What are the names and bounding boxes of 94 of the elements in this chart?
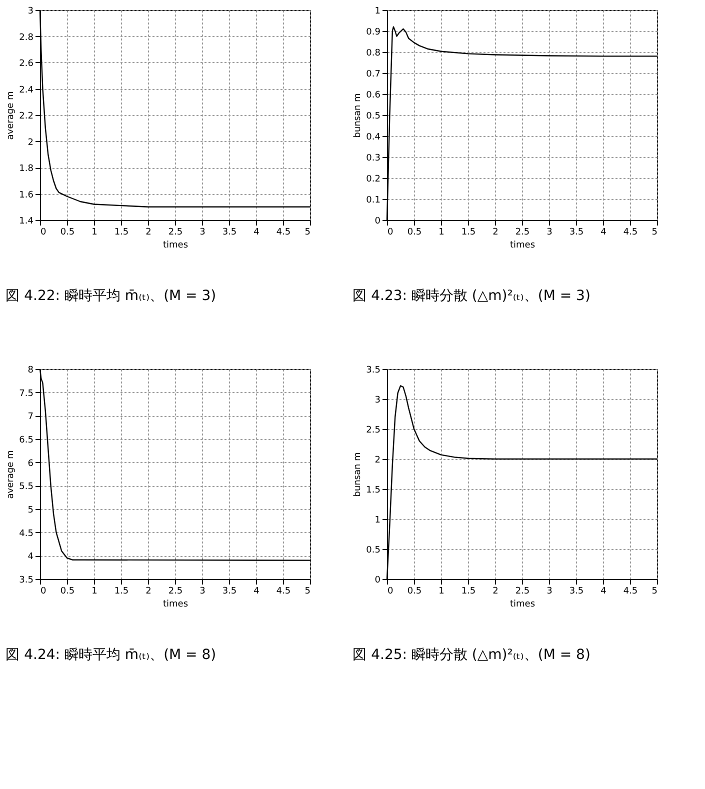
y-tick-label: 1.5 bbox=[366, 486, 380, 496]
x-tick-label: 2.5 bbox=[515, 228, 530, 238]
y-tick-label: 6 bbox=[28, 458, 34, 469]
x-tick-label: 2.5 bbox=[168, 228, 183, 238]
x-tick-label: 1.5 bbox=[114, 228, 129, 238]
x-tick-label: 4.5 bbox=[623, 228, 638, 238]
y-axis-title: bunsan m bbox=[353, 452, 364, 497]
y-tick-label: 4.5 bbox=[19, 528, 34, 539]
x-tick-label: 4.5 bbox=[623, 586, 638, 596]
y-tick-label: 2.6 bbox=[19, 59, 34, 69]
x-tick-label: 4 bbox=[254, 586, 260, 596]
x-tick-label: 3 bbox=[200, 586, 206, 596]
y-tick-label: 0.9 bbox=[366, 28, 381, 38]
x-tick-label: 1 bbox=[438, 586, 444, 596]
y-tick-label: 0.4 bbox=[366, 132, 381, 142]
x-tick-label: 1.5 bbox=[461, 228, 476, 238]
y-tick-label: 0 bbox=[374, 576, 381, 586]
x-tick-label: 0 bbox=[388, 586, 394, 596]
y-tick-label: 3 bbox=[28, 6, 34, 16]
x-tick-label: 1 bbox=[92, 586, 98, 596]
x-tick-label: 2 bbox=[492, 228, 498, 238]
y-tick-label: 2.4 bbox=[19, 85, 34, 96]
y-tick-label: 8 bbox=[28, 366, 34, 376]
x-axis-title: times bbox=[510, 600, 536, 610]
x-tick-label: 3.5 bbox=[222, 586, 237, 596]
y-tick-label: 1 bbox=[374, 6, 380, 16]
y-tick-label: 0.3 bbox=[366, 154, 380, 164]
y-tick-label: 3.5 bbox=[19, 576, 34, 586]
y-tick-label: 1.8 bbox=[19, 164, 34, 174]
y-tick-label: 0.5 bbox=[366, 112, 380, 122]
x-tick-label: 5 bbox=[652, 228, 658, 238]
x-axis-title: times bbox=[510, 240, 536, 250]
x-tick-label: 5 bbox=[304, 228, 310, 238]
x-tick-label: 3.5 bbox=[222, 228, 237, 238]
y-tick-label: 4 bbox=[28, 552, 34, 562]
x-tick-label: 0 bbox=[40, 228, 46, 238]
text: 図 4.23: 瞬時分散 (△m)²₍ₜ₎、(M = 3) bbox=[352, 288, 590, 304]
text: 図 4.24: 瞬時平均 m̄₍ₜ₎、(M = 8) bbox=[6, 647, 216, 663]
x-tick-label: 2.5 bbox=[515, 586, 530, 596]
y-tick-label: 0.2 bbox=[366, 174, 380, 184]
y-tick-label: 2 bbox=[374, 456, 380, 466]
y-tick-label: 1 bbox=[374, 516, 380, 526]
x-tick-label: 5 bbox=[652, 586, 658, 596]
x-tick-label: 3 bbox=[546, 586, 552, 596]
y-tick-label: 2 bbox=[28, 138, 34, 148]
y-tick-label: 5.5 bbox=[19, 482, 34, 492]
x-tick-label: 0.5 bbox=[60, 228, 75, 238]
x-tick-label: 3 bbox=[200, 228, 206, 238]
text: 図 4.22: 瞬時平均 m̄₍ₜ₎、(M = 3) bbox=[6, 288, 216, 304]
x-tick-label: 3.5 bbox=[569, 586, 584, 596]
x-tick-label: 0.5 bbox=[60, 586, 75, 596]
x-tick-label: 1.5 bbox=[461, 586, 476, 596]
x-tick-label: 2.5 bbox=[168, 586, 183, 596]
y-tick-label: 6.5 bbox=[19, 436, 34, 446]
x-tick-label: 0.5 bbox=[407, 228, 422, 238]
y-tick-label: 3 bbox=[374, 396, 380, 406]
y-tick-label: 1.4 bbox=[19, 216, 34, 226]
y-axis-title: average m bbox=[6, 450, 16, 499]
x-tick-label: 1.5 bbox=[114, 586, 129, 596]
y-tick-label: 3.5 bbox=[366, 366, 380, 376]
x-tick-label: 3.5 bbox=[569, 228, 584, 238]
x-tick-label: 3 bbox=[546, 228, 552, 238]
y-tick-label: 7.5 bbox=[19, 388, 34, 399]
y-tick-label: 0.6 bbox=[366, 90, 381, 100]
x-tick-label: 1 bbox=[438, 228, 444, 238]
x-tick-label: 2 bbox=[146, 228, 152, 238]
y-tick-label: 2.5 bbox=[366, 426, 380, 436]
x-tick-label: 0.5 bbox=[407, 586, 422, 596]
y-tick-label: 7 bbox=[28, 412, 34, 422]
x-tick-label: 0 bbox=[388, 228, 394, 238]
y-tick-label: 1.6 bbox=[19, 190, 34, 200]
x-tick-label: 1 bbox=[92, 228, 98, 238]
x-tick-label: 4 bbox=[254, 228, 260, 238]
x-axis-title: times bbox=[162, 240, 188, 250]
x-tick-label: 5 bbox=[304, 586, 310, 596]
y-tick-label: 2.8 bbox=[19, 32, 34, 43]
x-tick-label: 4.5 bbox=[276, 228, 291, 238]
y-tick-label: 5 bbox=[28, 506, 34, 516]
x-tick-label: 4 bbox=[600, 586, 607, 596]
y-tick-label: 0.5 bbox=[366, 546, 380, 556]
y-tick-label: 0.7 bbox=[366, 70, 380, 80]
x-tick-label: 0 bbox=[40, 586, 46, 596]
y-axis-title: average m bbox=[6, 91, 16, 140]
y-tick-label: 2.2 bbox=[19, 112, 34, 122]
x-tick-label: 2 bbox=[492, 586, 498, 596]
x-axis-title: times bbox=[162, 600, 188, 610]
x-tick-label: 4 bbox=[600, 228, 607, 238]
y-tick-label: 0.8 bbox=[366, 48, 381, 58]
y-tick-label: 0 bbox=[374, 216, 381, 226]
x-tick-label: 4.5 bbox=[276, 586, 291, 596]
y-tick-label: 0.1 bbox=[366, 196, 380, 206]
text: 図 4.25: 瞬時分散 (△m)²₍ₜ₎、(M = 8) bbox=[352, 647, 590, 663]
x-tick-label: 2 bbox=[146, 586, 152, 596]
y-axis-title: bunsan m bbox=[353, 93, 364, 138]
